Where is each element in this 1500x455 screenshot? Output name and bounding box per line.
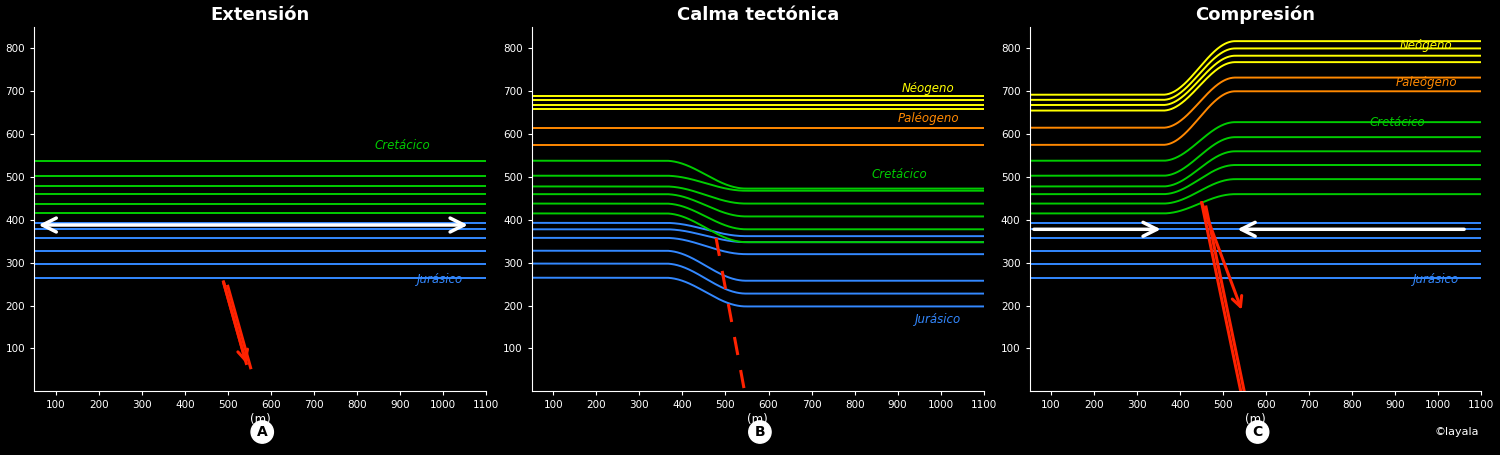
Text: Paleógeno: Paleógeno	[1395, 76, 1456, 89]
Text: Paléogeno: Paléogeno	[897, 112, 958, 125]
Text: Néogeno: Néogeno	[902, 82, 954, 95]
Text: A: A	[256, 425, 267, 439]
X-axis label: (m): (m)	[249, 413, 270, 426]
Text: B: B	[754, 425, 765, 439]
Text: Cretácico: Cretácico	[1370, 116, 1425, 129]
X-axis label: (m): (m)	[747, 413, 768, 426]
Title: Extensión: Extensión	[210, 6, 309, 24]
Text: C: C	[1252, 425, 1263, 439]
Text: Jurásico: Jurásico	[417, 273, 464, 286]
Text: ©layala: ©layala	[1434, 427, 1479, 437]
Text: Jurásico: Jurásico	[915, 313, 962, 326]
Title: Calma tectónica: Calma tectónica	[676, 6, 838, 24]
Text: Jurásico: Jurásico	[1413, 273, 1458, 286]
Text: Neógeno: Neógeno	[1400, 39, 1452, 52]
X-axis label: (m): (m)	[1245, 413, 1266, 426]
Text: Cretácico: Cretácico	[871, 168, 927, 181]
Text: Cretácico: Cretácico	[374, 139, 430, 152]
Title: Compresión: Compresión	[1196, 5, 1316, 24]
